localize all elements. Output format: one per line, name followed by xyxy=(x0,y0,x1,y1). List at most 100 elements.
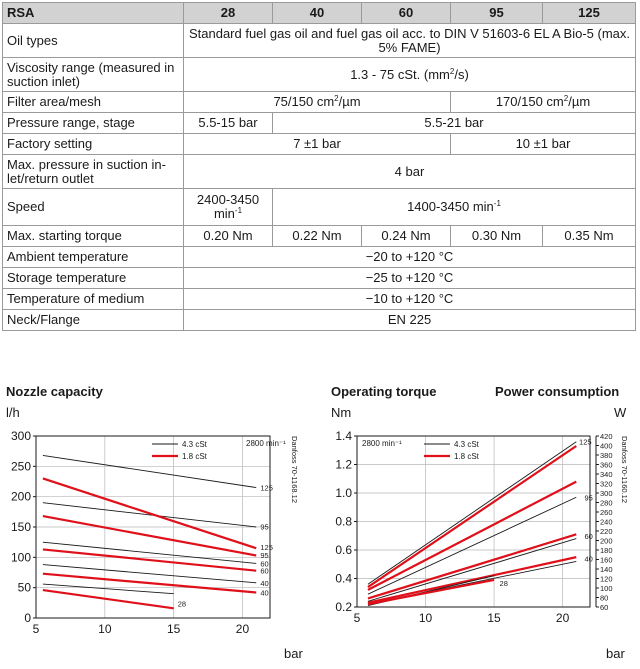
y-tick-label: 0.4 xyxy=(335,572,352,586)
y-tick-label: 1.2 xyxy=(335,458,352,472)
series-line-125-4-3-cst xyxy=(42,454,257,489)
series-label: 60 xyxy=(260,567,268,576)
row-factory-setting: Factory setting 7 ±1 bar 10 ±1 bar xyxy=(2,133,636,155)
y-axis-unit: Nm xyxy=(331,405,351,420)
y-tick-label: 0 xyxy=(24,611,31,625)
y-tick-label: 300 xyxy=(11,429,31,443)
x-axis-unit: bar xyxy=(606,646,625,661)
y2-tick-label: 260 xyxy=(600,508,613,517)
y-tick-label: 150 xyxy=(11,520,31,534)
x-tick-label: 15 xyxy=(487,611,501,625)
chart-title-secondary: Power consumption xyxy=(495,384,619,399)
header-size-95: 95 xyxy=(450,2,543,24)
y2-tick-label: 240 xyxy=(600,518,613,527)
series-line-40-1-8-cst xyxy=(367,556,577,604)
series-line-40-1-8-cst xyxy=(42,572,257,594)
row-viscosity: Viscosity range (measured in suction inl… xyxy=(2,57,636,92)
series-label: 125 xyxy=(260,543,273,552)
series-line-28-1-8-cst xyxy=(367,578,495,606)
series-label: 95 xyxy=(260,551,268,560)
series-line-40-4-3-cst xyxy=(42,564,257,584)
row-value: 75/150 cm2/µm xyxy=(183,91,451,113)
row-ambient-temperature: Ambient temperature −20 to +120 °C xyxy=(2,246,636,268)
x-tick-label: 10 xyxy=(98,622,112,636)
x-tick-label: 15 xyxy=(167,622,181,636)
y2-tick-label: 80 xyxy=(600,594,608,603)
row-label: Oil types xyxy=(2,23,184,58)
header-size-28: 28 xyxy=(183,2,273,24)
y2-tick-label: 380 xyxy=(600,451,613,460)
series-label: 40 xyxy=(260,579,268,588)
row-storage-temperature: Storage temperature −25 to +120 °C xyxy=(2,267,636,289)
y-tick-label: 1.4 xyxy=(335,429,352,443)
series-label: 60 xyxy=(260,559,268,568)
y2-tick-label: 300 xyxy=(600,489,613,498)
spec-table: RSA 28 40 60 95 125 Oil types Standard f… xyxy=(2,2,636,331)
series-label: 28 xyxy=(500,579,508,588)
row-label: Neck/Flange xyxy=(2,309,184,331)
y2-tick-label: 340 xyxy=(600,470,613,479)
legend-label: 4.3 cSt xyxy=(454,440,480,449)
row-label: Viscosity range (measured in suction inl… xyxy=(2,57,184,92)
row-label: Speed xyxy=(2,188,184,226)
series-line-95-4-3-cst xyxy=(367,496,577,595)
series-line-95-1-8-cst xyxy=(42,514,257,557)
row-label: Max. starting torque xyxy=(2,225,184,247)
row-value: 10 ±1 bar xyxy=(450,133,636,155)
series-line-125-1-8-cst xyxy=(367,445,577,588)
row-label: Storage temperature xyxy=(2,267,184,289)
table-header-row: RSA 28 40 60 95 125 xyxy=(2,2,636,24)
series-line-28-1-8-cst xyxy=(42,589,174,610)
row-max-pressure: Max. pressure in suction in-let/return o… xyxy=(2,154,636,189)
side-note: Danfoss 70-1168.12 xyxy=(290,436,299,503)
series-line-60-4-3-cst xyxy=(42,541,257,564)
chart-title: Operating torque xyxy=(331,384,436,399)
x-tick-label: 5 xyxy=(33,622,40,636)
chart-title: Nozzle capacity xyxy=(6,384,104,399)
header-size-60: 60 xyxy=(361,2,451,24)
legend-label: 1.8 cSt xyxy=(454,452,480,461)
x-tick-label: 20 xyxy=(556,611,570,625)
row-value: EN 225 xyxy=(183,309,636,331)
y-tick-label: 0.8 xyxy=(335,515,352,529)
series-line-28-4-3-cst xyxy=(42,583,174,595)
x-tick-label: 10 xyxy=(419,611,433,625)
series-line-60-4-3-cst xyxy=(367,538,577,602)
row-medium-temperature: Temperature of medium −10 to +120 °C xyxy=(2,288,636,310)
row-label: Pressure range, stage xyxy=(2,112,184,134)
row-value: 0.35 Nm xyxy=(542,225,636,247)
series-label: 125 xyxy=(260,484,273,493)
series-label: 40 xyxy=(260,589,268,598)
y-tick-label: 250 xyxy=(11,459,31,473)
series-label: 125 xyxy=(579,438,592,447)
y2-tick-label: 140 xyxy=(600,565,613,574)
row-value: 0.30 Nm xyxy=(450,225,543,247)
y2-axis-unit: W xyxy=(614,405,627,420)
row-neck-flange: Neck/Flange EN 225 xyxy=(2,309,636,331)
series-line-125-1-8-cst xyxy=(42,477,257,550)
series-line-95-1-8-cst xyxy=(367,480,577,591)
row-value: 1400-3450 min-1 xyxy=(272,188,636,226)
legend-label: 4.3 cSt xyxy=(182,440,208,449)
row-value: 2400-3450 min-1 xyxy=(183,188,273,226)
row-value: 1.3 - 75 cSt. (mm2/s) xyxy=(183,57,636,92)
y2-tick-label: 400 xyxy=(600,442,613,451)
y2-tick-label: 180 xyxy=(600,546,613,555)
speed-label: 2800 min⁻¹ xyxy=(246,439,286,448)
row-pressure-range: Pressure range, stage 5.5-15 bar 5.5-21 … xyxy=(2,112,636,134)
row-value: Standard fuel gas oil and fuel gas oil a… xyxy=(183,23,636,58)
series-line-60-1-8-cst xyxy=(42,548,257,572)
row-label: Factory setting xyxy=(2,133,184,155)
series-label: 28 xyxy=(178,599,186,608)
series-line-125-4-3-cst xyxy=(367,441,577,585)
row-label: Filter area/mesh xyxy=(2,91,184,113)
side-note: Danfoss 70-1160.12 xyxy=(620,436,629,503)
row-value: 7 ±1 bar xyxy=(183,133,451,155)
y2-tick-label: 100 xyxy=(600,584,613,593)
row-value: −25 to +120 °C xyxy=(183,267,636,289)
series-line-95-4-3-cst xyxy=(42,502,257,528)
y2-tick-label: 360 xyxy=(600,461,613,470)
header-size-125: 125 xyxy=(542,2,636,24)
